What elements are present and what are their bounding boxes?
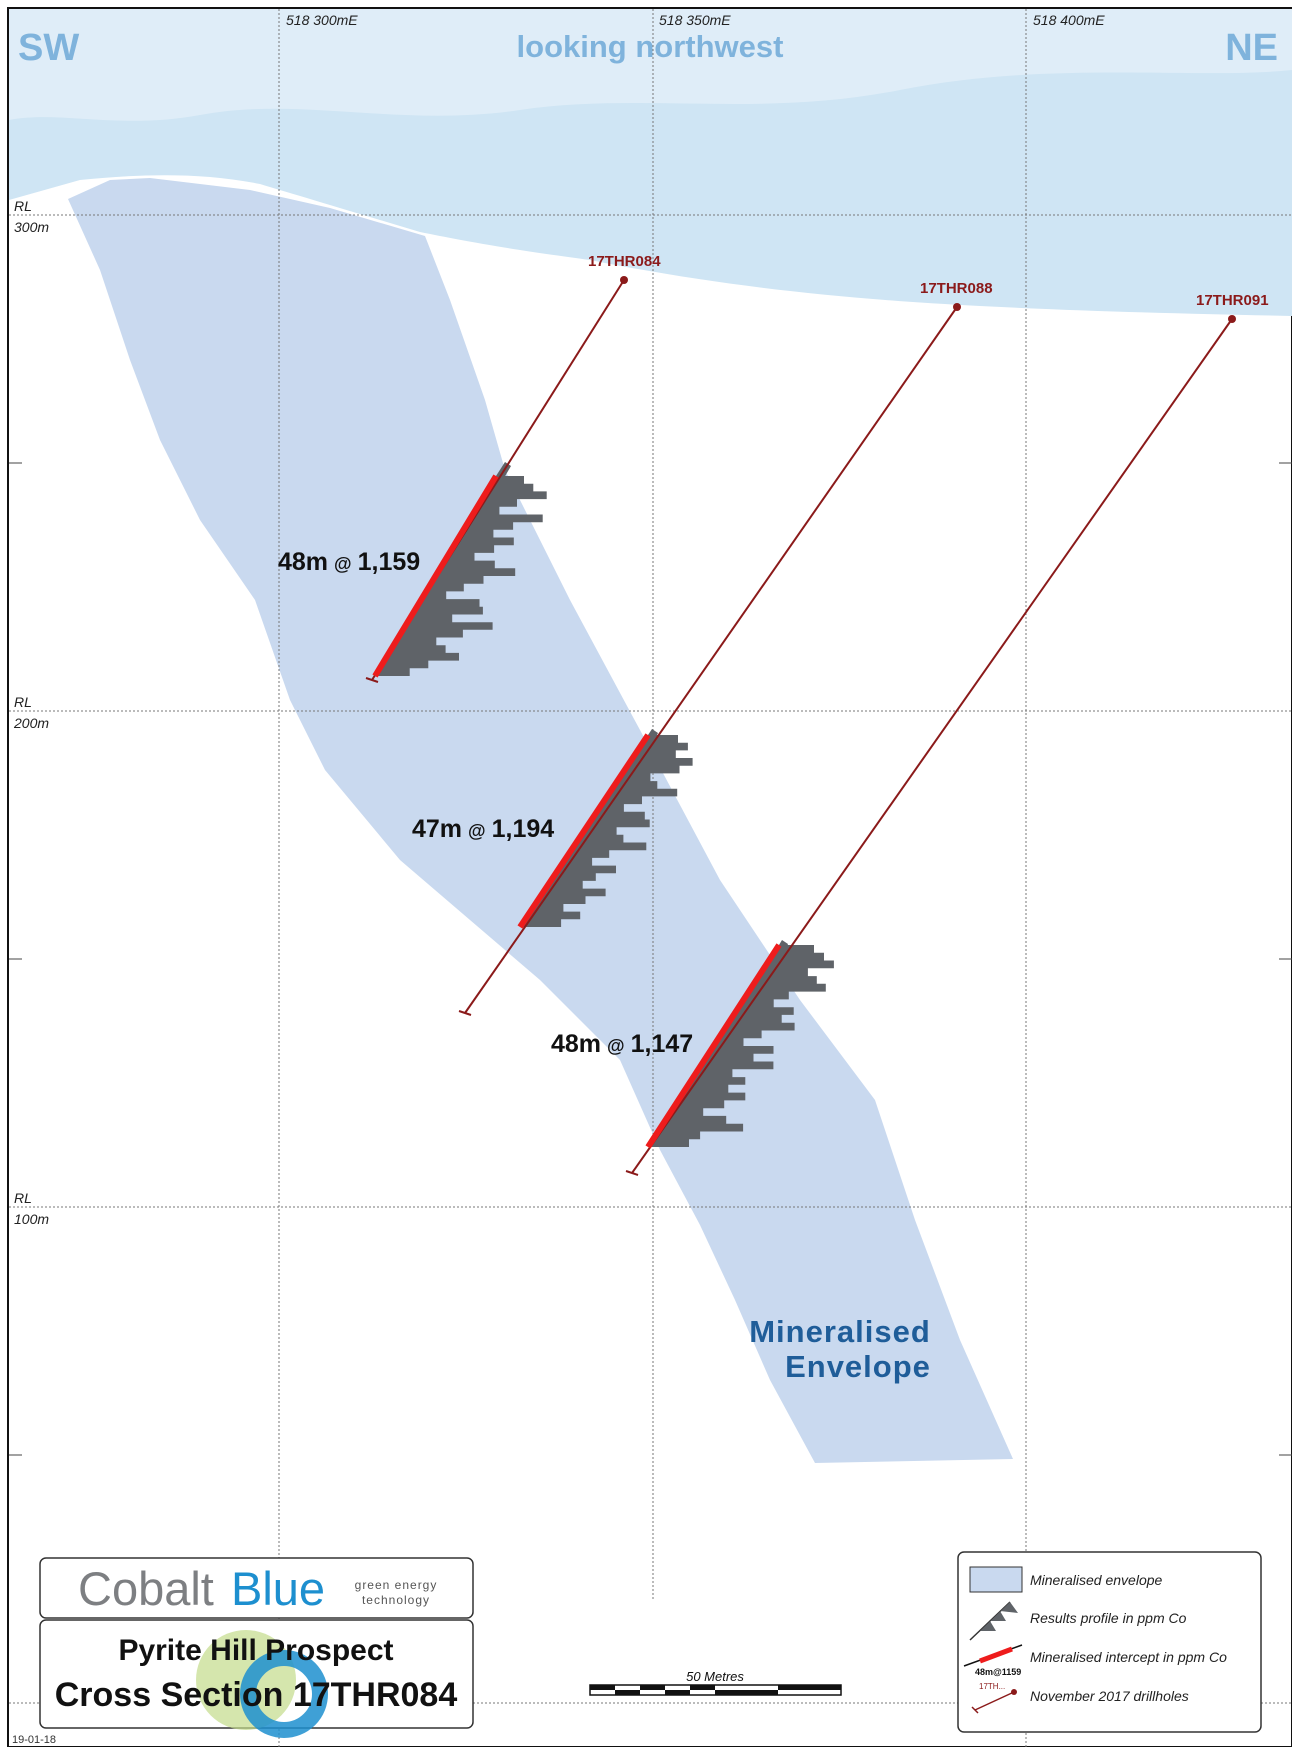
logo-frame (39, 1557, 474, 1619)
collar-17THR091 (1228, 315, 1236, 323)
drillhole-end-ticks (365, 677, 639, 1176)
legend: Mineralised envelope Results profile in … (957, 1551, 1262, 1733)
legend-item-label: November 2017 drillholes (1030, 1688, 1189, 1704)
date-stamp: 19-01-18 (12, 1734, 56, 1746)
profile-17THR088-tail (648, 729, 658, 737)
legend-item-label: Mineralised envelope (1030, 1572, 1163, 1588)
profile-17THR091-tail (779, 940, 788, 947)
scale-bar: 50 Metres (589, 1669, 842, 1696)
intercept-label-17THR084: 48m @1,159 (278, 548, 420, 576)
mineralised-intercepts (372, 474, 782, 1149)
orientation-left: SW (18, 27, 79, 69)
intercept-label-17THR091: 48m @1,147 (551, 1030, 693, 1058)
title-watermark-blue (240, 1650, 328, 1738)
drillhole-collars (620, 276, 1236, 323)
rl-label: RL (14, 198, 32, 214)
rl-value: 300m (14, 219, 49, 235)
intercept-icon-sample: 48m@1159 (975, 1667, 1021, 1677)
mineralised-envelope (68, 178, 1013, 1463)
drillhole-icon: 17TH... (971, 1682, 1017, 1714)
rl-label: RL (14, 694, 32, 710)
rl-label: RL (14, 1190, 32, 1206)
envelope-swatch-icon (969, 1566, 1023, 1593)
intercept-17THR091 (645, 943, 782, 1149)
logo-tagline-2: technology (362, 1593, 430, 1607)
drillhole-icon-sample: 17TH... (979, 1682, 1005, 1691)
title-box: Pyrite Hill Prospect Cross Section 17THR… (39, 1619, 474, 1738)
easting-label: 518 300mE (286, 12, 358, 28)
legend-frame (957, 1551, 1262, 1733)
profile-17THR091 (648, 945, 834, 1147)
collar-17THR084 (620, 276, 628, 284)
scale-bar-label: 50 Metres (686, 1669, 744, 1684)
drillhole-label: 17THR084 (588, 253, 661, 270)
results-profile-icon (969, 1601, 1018, 1641)
orientation-right: NE (1225, 27, 1278, 69)
rl-value: 100m (14, 1211, 49, 1227)
drillhole-label: 17THR091 (1196, 292, 1269, 309)
logo-cobalt: Cobalt (78, 1562, 214, 1615)
envelope-label-line2: Envelope (785, 1349, 931, 1384)
legend-item-label: Results profile in ppm Co (1030, 1610, 1187, 1626)
rl-value: 200m (13, 715, 49, 731)
drillhole-trace-17THR091 (631, 318, 1233, 1174)
profile-17THR088 (520, 735, 693, 927)
drillhole-label: 17THR088 (920, 280, 993, 297)
logo-blue: Blue (231, 1562, 325, 1615)
scale-bar-segments (590, 1685, 841, 1695)
intercept-17THR088 (517, 733, 651, 929)
edge-ticks (9, 462, 1292, 1456)
results-profiles (375, 462, 834, 1147)
logo-tagline-1: green energy (355, 1578, 438, 1592)
drillhole-trace-17THR088 (464, 306, 958, 1014)
legend-item-label: Mineralised intercept in ppm Co (1030, 1649, 1227, 1665)
intercept-label-17THR088: 47m @1,194 (412, 815, 554, 843)
title-line1: Pyrite Hill Prospect (118, 1634, 393, 1667)
intercept-icon: 48m@1159 (963, 1644, 1023, 1677)
title-line2: Cross Section 17THR084 (55, 1676, 458, 1714)
collar-17THR088 (953, 303, 961, 311)
intercept-17THR084 (372, 474, 499, 678)
cloud-haze (9, 9, 1292, 121)
profile-17THR084 (375, 476, 547, 676)
envelope-label-line1: Mineralised (749, 1314, 931, 1349)
view-direction: looking northwest (517, 29, 784, 64)
easting-label: 518 400mE (1033, 12, 1105, 28)
logo-box: Cobalt Blue green energy technology (39, 1557, 474, 1619)
easting-label: 518 350mE (659, 12, 731, 28)
